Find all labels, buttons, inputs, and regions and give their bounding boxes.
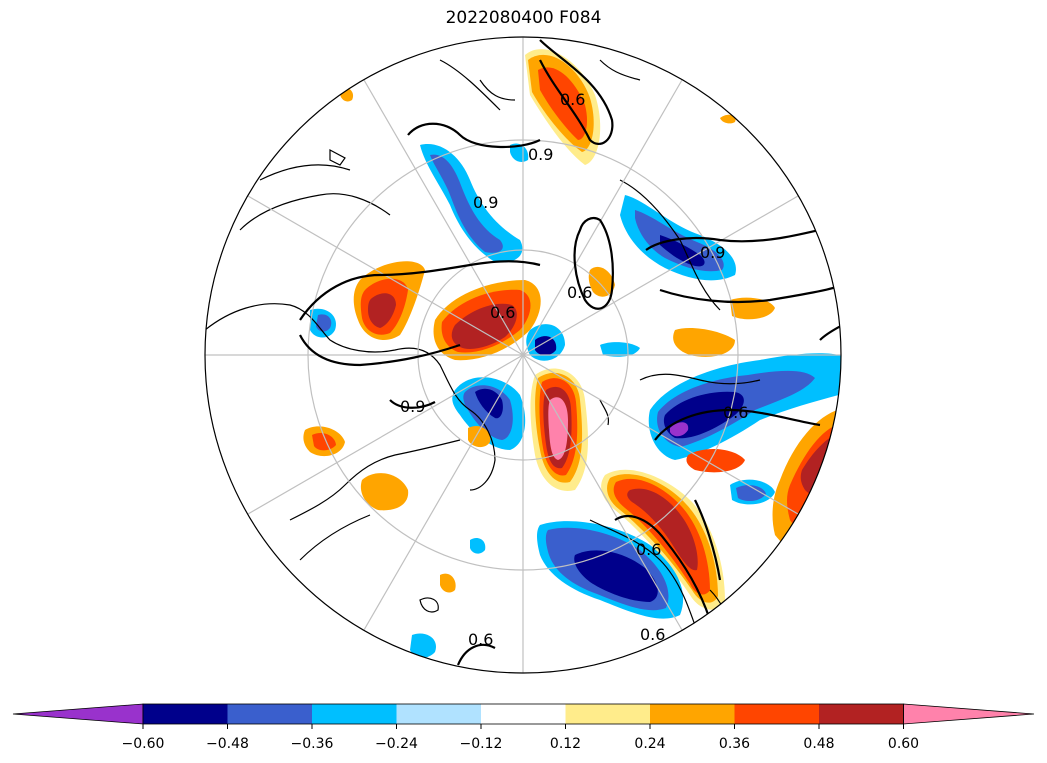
chart-title: 2022080400 F084 xyxy=(445,8,602,28)
contour-label: 0.9 xyxy=(473,193,498,212)
contour-label: 0.6 xyxy=(636,540,661,559)
colorbar-extend-max xyxy=(903,703,1035,725)
colorbar-tick-label: 0.48 xyxy=(803,736,834,752)
colorbar-segment xyxy=(819,704,904,724)
colorbar-segment xyxy=(650,704,735,724)
contour-label: 0.9 xyxy=(528,145,553,164)
contour-labels: 0.6 0.9 0.6 0.9 0.9 0.6 0.6 0.9 0.6 0.6 … xyxy=(400,90,748,649)
contour-label: 0.6 xyxy=(490,303,515,322)
colorbar-segment xyxy=(565,704,651,724)
colorbar-segment xyxy=(227,704,313,724)
graticule xyxy=(205,37,841,673)
colorbar-segment xyxy=(143,704,228,724)
colorbar-tick-label: −0.36 xyxy=(291,736,334,752)
colorbar-tick-label: 0.36 xyxy=(719,736,750,752)
colorbar-segment xyxy=(481,704,566,724)
contour-label: 0.9 xyxy=(400,397,425,416)
colorbar-tick-label: −0.48 xyxy=(206,736,249,752)
colorbar-tick-label: −0.12 xyxy=(460,736,503,752)
colorbar-tick-label: 0.24 xyxy=(634,736,665,752)
contour-label: 0.6 xyxy=(567,283,592,302)
colorbar-segment xyxy=(734,704,820,724)
colorbar-extend-min xyxy=(12,703,144,725)
contour-label: 0.6 xyxy=(640,625,665,644)
colorbar-tick-label: −0.60 xyxy=(122,736,165,752)
contour-label: 0.6 xyxy=(468,630,493,649)
colorbar-tick-label: −0.24 xyxy=(375,736,418,752)
map-disk: 0.6 0.9 0.6 0.9 0.9 0.6 0.6 0.9 0.6 0.6 … xyxy=(205,37,841,673)
contour-label: 0.6 xyxy=(560,90,585,109)
colorbar: −0.60 −0.48 −0.36 −0.24 −0.12 0.12 0.24 0.36 0.4… xyxy=(12,703,1035,752)
map-boundary xyxy=(204,36,842,674)
colorbar-segment xyxy=(396,704,482,724)
colorbar-tick-label: 0.12 xyxy=(550,736,581,752)
colorbar-segment xyxy=(312,704,397,724)
contour-lines xyxy=(299,39,841,666)
colorbar-tick-label: 0.60 xyxy=(888,736,919,752)
contour-label: 0.9 xyxy=(700,243,725,262)
contour-label: 0.6 xyxy=(723,403,748,422)
colorbar-frame xyxy=(142,703,904,725)
